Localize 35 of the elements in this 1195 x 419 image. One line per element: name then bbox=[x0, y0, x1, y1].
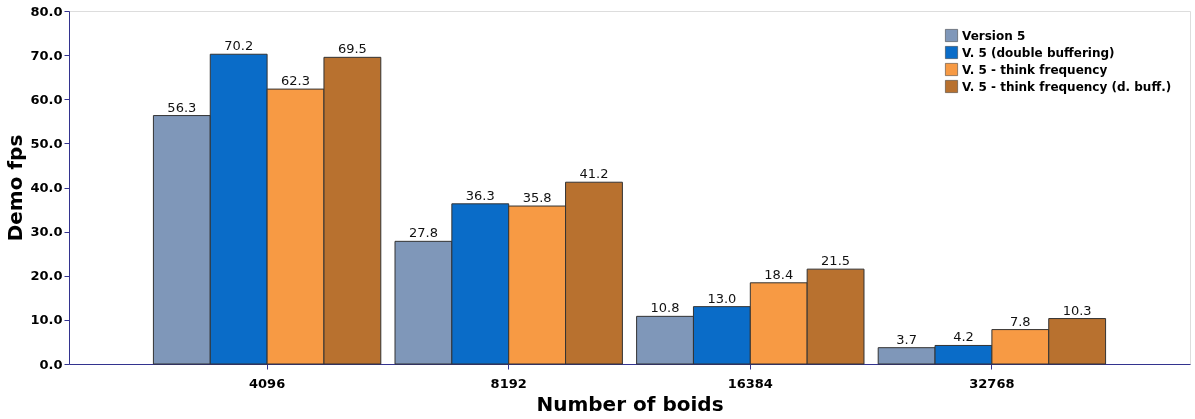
y-tick-label: 30.0 bbox=[30, 224, 63, 240]
data-label: 7.8 bbox=[1009, 313, 1031, 329]
legend-label: V. 5 - think frequency bbox=[962, 62, 1108, 77]
data-label: 69.5 bbox=[337, 41, 367, 57]
data-label: 13.0 bbox=[707, 290, 737, 306]
x-axis-title: Number of boids bbox=[536, 391, 724, 416]
y-tick-label: 10.0 bbox=[30, 312, 63, 328]
data-label: 35.8 bbox=[522, 190, 552, 206]
data-label: 41.2 bbox=[579, 166, 609, 182]
y-axis-title: Demo fps bbox=[3, 134, 28, 242]
y-tick-label: 20.0 bbox=[30, 268, 63, 284]
data-label: 4.2 bbox=[953, 329, 974, 345]
y-tick-label: 70.0 bbox=[30, 47, 63, 63]
data-label: 18.4 bbox=[764, 266, 794, 282]
data-label: 10.3 bbox=[1062, 302, 1092, 318]
x-tick-label: 8192 bbox=[490, 375, 527, 391]
x-tick-label: 16384 bbox=[727, 375, 773, 391]
y-tick-label: 80.0 bbox=[30, 3, 63, 19]
data-label: 36.3 bbox=[465, 187, 495, 203]
x-tick-label: 32768 bbox=[969, 375, 1015, 391]
data-label: 3.7 bbox=[896, 331, 917, 347]
data-label: 27.8 bbox=[408, 225, 438, 241]
y-tick-label: 50.0 bbox=[30, 135, 63, 151]
data-label: 70.2 bbox=[224, 38, 254, 54]
data-label: 56.3 bbox=[167, 99, 197, 115]
legend-label: Version 5 bbox=[962, 28, 1026, 43]
data-label: 10.8 bbox=[650, 300, 680, 316]
legend-label: V. 5 (double buffering) bbox=[962, 45, 1115, 60]
x-tick-label: 4096 bbox=[249, 375, 286, 391]
y-tick-label: 60.0 bbox=[30, 91, 63, 107]
y-tick-label: 0.0 bbox=[39, 356, 63, 372]
data-label: 62.3 bbox=[281, 73, 311, 89]
data-label: 21.5 bbox=[821, 253, 851, 269]
y-tick-label: 40.0 bbox=[30, 180, 63, 195]
legend-label: V. 5 - think frequency (d. buff.) bbox=[962, 79, 1172, 94]
